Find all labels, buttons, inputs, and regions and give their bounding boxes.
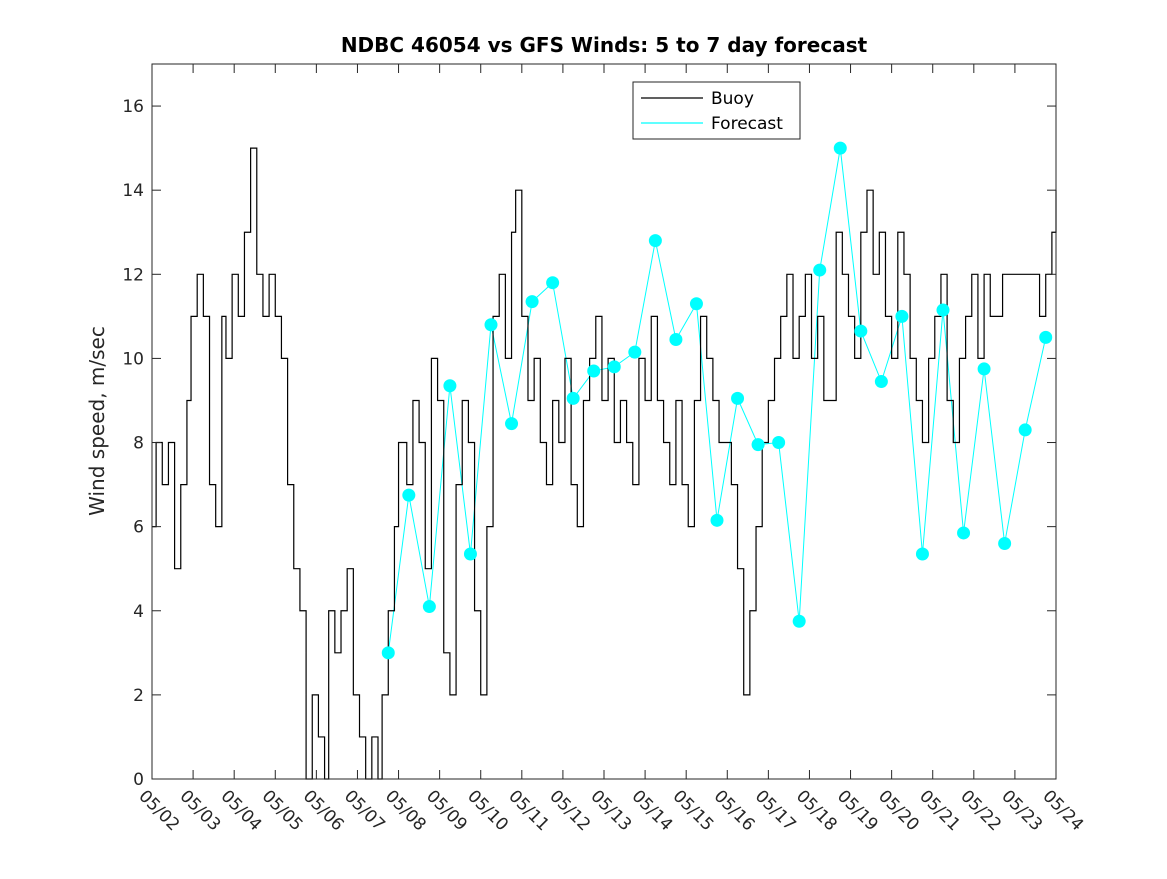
forecast-point xyxy=(813,263,827,277)
legend-label: Buoy xyxy=(711,89,754,109)
forecast-point xyxy=(936,303,950,317)
forecast-point xyxy=(648,234,662,248)
buoy-series xyxy=(152,147,1057,780)
forecast-point xyxy=(463,547,477,561)
forecast-point xyxy=(402,488,416,502)
forecast-point xyxy=(525,295,539,309)
forecast-point xyxy=(751,438,765,452)
forecast-point xyxy=(443,379,457,393)
forecast-point xyxy=(957,526,971,540)
y-tick-label: 4 xyxy=(133,602,144,622)
forecast-point xyxy=(587,364,601,378)
forecast-point xyxy=(607,360,621,374)
forecast-point xyxy=(895,309,909,323)
legend: Buoy Forecast xyxy=(632,81,801,140)
forecast-point xyxy=(1018,423,1032,437)
forecast-point xyxy=(731,391,745,405)
forecast-point xyxy=(484,318,498,332)
forecast-point xyxy=(854,324,868,338)
forecast-point xyxy=(689,297,703,311)
y-tick-label: 6 xyxy=(133,518,144,538)
forecast-point xyxy=(381,646,395,660)
forecast-point xyxy=(505,417,519,431)
forecast-point xyxy=(833,141,847,155)
forecast-point xyxy=(998,536,1012,550)
forecast-point xyxy=(874,375,888,389)
chart-title: NDBC 46054 vs GFS Winds: 5 to 7 day fore… xyxy=(341,33,868,57)
forecast-point xyxy=(669,332,683,346)
forecast-point xyxy=(977,362,991,376)
legend-label: Forecast xyxy=(711,114,783,134)
y-tick-label: 8 xyxy=(133,434,144,454)
forecast-point xyxy=(628,345,642,359)
forecast-point xyxy=(566,391,580,405)
buoy-line xyxy=(152,147,1057,780)
forecast-point xyxy=(422,600,436,614)
forecast-point xyxy=(772,436,786,450)
forecast-point xyxy=(792,614,806,628)
forecast-point xyxy=(546,276,560,290)
y-tick-label: 10 xyxy=(122,349,144,369)
forecast-markers xyxy=(381,141,1053,660)
y-tick-label: 2 xyxy=(133,686,144,706)
y-axis-label: Wind speed, m/sec xyxy=(85,326,109,516)
y-tick-label: 14 xyxy=(122,181,144,201)
forecast-point xyxy=(915,547,929,561)
legend-box xyxy=(632,81,801,140)
y-tick-label: 16 xyxy=(122,97,144,117)
plot-background xyxy=(152,64,1056,779)
y-tick-label: 12 xyxy=(122,265,144,285)
y-tick-label: 0 xyxy=(133,770,144,790)
forecast-point xyxy=(1039,330,1053,344)
plot-area xyxy=(152,64,1056,779)
forecast-point xyxy=(710,513,724,527)
